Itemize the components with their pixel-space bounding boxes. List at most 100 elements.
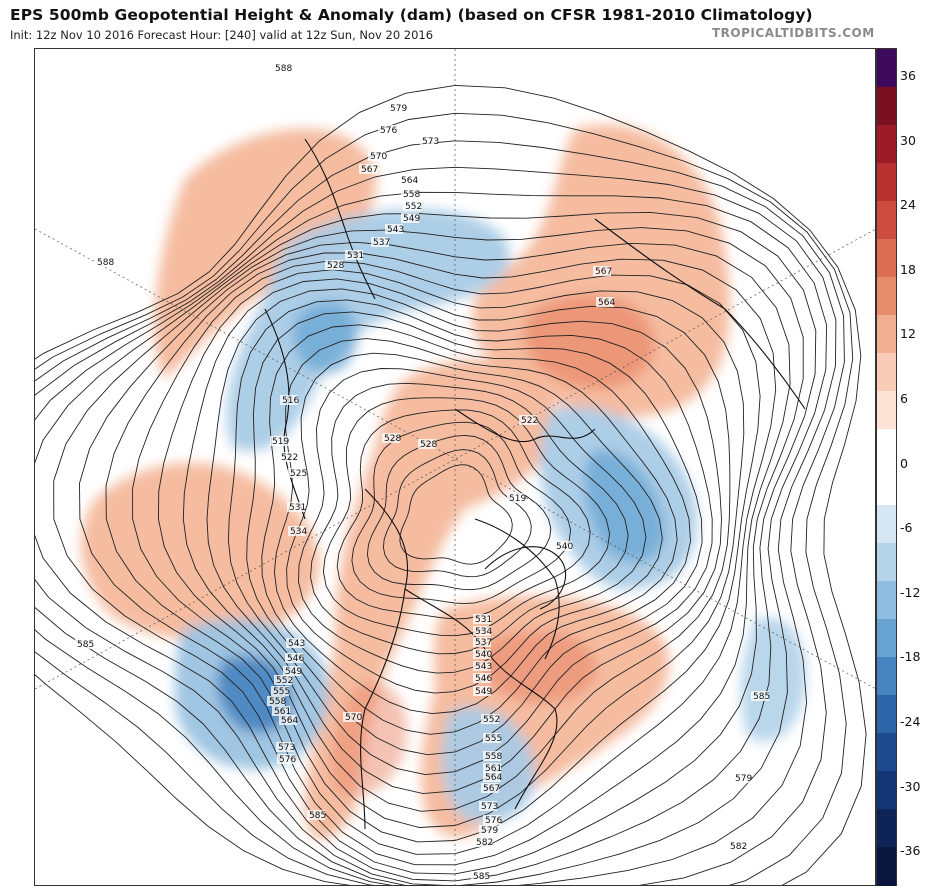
contour-label-bg: [403, 201, 421, 211]
contour-label-bg: [279, 452, 297, 462]
contour-label: 576: [279, 755, 296, 765]
colorbar-segment: [877, 429, 896, 468]
contour-label: 549: [285, 667, 302, 677]
contour-label: 522: [281, 453, 298, 463]
height-contour-line: [399, 464, 513, 565]
contour-label: 579: [481, 826, 498, 836]
contour-label-bg: [307, 810, 325, 820]
contour-label: 573: [278, 743, 295, 753]
contour-label: 561: [274, 707, 291, 717]
height-contour-line: [310, 382, 629, 655]
colorbar-segment: [877, 809, 896, 848]
contour-label: 555: [485, 734, 502, 744]
contour-label-bg: [359, 164, 377, 174]
contour-label: 558: [269, 697, 286, 707]
contour-label-bg: [481, 714, 499, 724]
contour-label: 543: [475, 662, 492, 672]
contour-label: 543: [288, 639, 305, 649]
anomaly-shading: [81, 124, 806, 839]
contour-label-bg: [343, 712, 361, 722]
contour-label-bg: [95, 257, 113, 267]
height-contour-line: [246, 311, 703, 756]
colorbar-segment: [877, 201, 896, 240]
height-contour-line: [35, 140, 845, 885]
contour-label-bg: [481, 783, 499, 793]
contour-label: 543: [387, 225, 404, 235]
colorbar-segment: [877, 581, 896, 620]
contour-label: 582: [476, 838, 493, 848]
contour-label-bg: [401, 213, 419, 223]
height-contour-line: [382, 449, 532, 578]
map-canvas: 5885795765735705675645585525495435375315…: [35, 49, 875, 885]
contour-label: 564: [401, 176, 418, 186]
contour-label-bg: [399, 175, 417, 185]
contour-label-bg: [473, 649, 491, 659]
contour-label-bg: [474, 837, 492, 847]
colorbar-tick-label: -24: [900, 714, 921, 729]
map-panel: 588 579 576 573 570 567 564 558 552 549 543 537 531 5…: [34, 48, 876, 886]
colorbar-segment: [877, 847, 896, 886]
contour-label: 528: [327, 261, 344, 271]
contour-label: 558: [485, 752, 502, 762]
colorbar-segment: [877, 733, 896, 772]
contour-label: 546: [475, 674, 492, 684]
contour-label: 516: [282, 396, 299, 406]
contour-label: 567: [361, 165, 378, 175]
contour-label-bg: [382, 433, 400, 443]
contour-label: 585: [77, 640, 94, 650]
contour-label-bg: [483, 772, 501, 782]
contour-label-bg: [287, 502, 305, 512]
height-contour-line: [206, 288, 722, 795]
height-contour-line: [79, 241, 791, 866]
contour-label: 558: [403, 190, 420, 200]
contour-label-bg: [751, 691, 769, 701]
contour-label-bg: [479, 825, 497, 835]
height-contour-line: [35, 166, 837, 885]
contour-label-bg: [385, 224, 403, 234]
positive-anomaly-region: [81, 462, 319, 640]
colorbar-segment: [877, 49, 896, 88]
colorbar-segment: [877, 467, 896, 506]
colorbar-tick-label: 30: [900, 132, 916, 148]
colorbar-tick-label: -6: [900, 520, 913, 536]
contour-label-bg: [728, 841, 746, 851]
contour-label: 540: [556, 542, 573, 552]
contour-label: 570: [370, 152, 387, 162]
contour-label-bg: [271, 686, 289, 696]
contour-label-bg: [473, 626, 491, 636]
contour-label-bg: [288, 468, 306, 478]
colorbar-segment: [877, 163, 896, 202]
contour-label-bg: [473, 637, 491, 647]
colorbar-segment: [877, 391, 896, 430]
contour-label-bg: [283, 666, 301, 676]
contour-label-bg: [267, 696, 285, 706]
contour-label: 585: [473, 872, 490, 882]
contour-label-bg: [277, 754, 295, 764]
contour-label-bg: [274, 675, 292, 685]
height-contour-line: [105, 252, 777, 855]
contour-label-bg: [473, 614, 491, 624]
colorbar-segment: [877, 87, 896, 126]
contour-label-bg: [378, 125, 396, 135]
coastlines: [264, 138, 806, 830]
positive-anomaly-core: [524, 294, 655, 389]
height-contour-line: [322, 397, 611, 637]
contour-label-bg: [272, 706, 290, 716]
colorbar-tick-label: 36: [900, 68, 916, 83]
height-contour-line: [35, 112, 854, 885]
colorbar-tick-label: -12: [900, 584, 921, 600]
colorbar-segment: [877, 315, 896, 354]
contour-label-bg: [75, 639, 93, 649]
contour-label: 588: [97, 258, 114, 268]
contour-label-bg: [473, 661, 491, 671]
colorbar-tick-label: 24: [900, 197, 916, 213]
contour-label-bg: [593, 266, 611, 276]
contour-label: 585: [753, 692, 770, 702]
contour-label: 567: [483, 784, 500, 794]
contour-label: 567: [595, 267, 612, 277]
colorbar-tick-label: -18: [900, 649, 921, 665]
contour-label-bg: [345, 250, 363, 260]
colorbar-tick-label: -36: [900, 843, 921, 859]
contour-label: 531: [289, 503, 306, 513]
contour-label: 534: [475, 627, 492, 637]
